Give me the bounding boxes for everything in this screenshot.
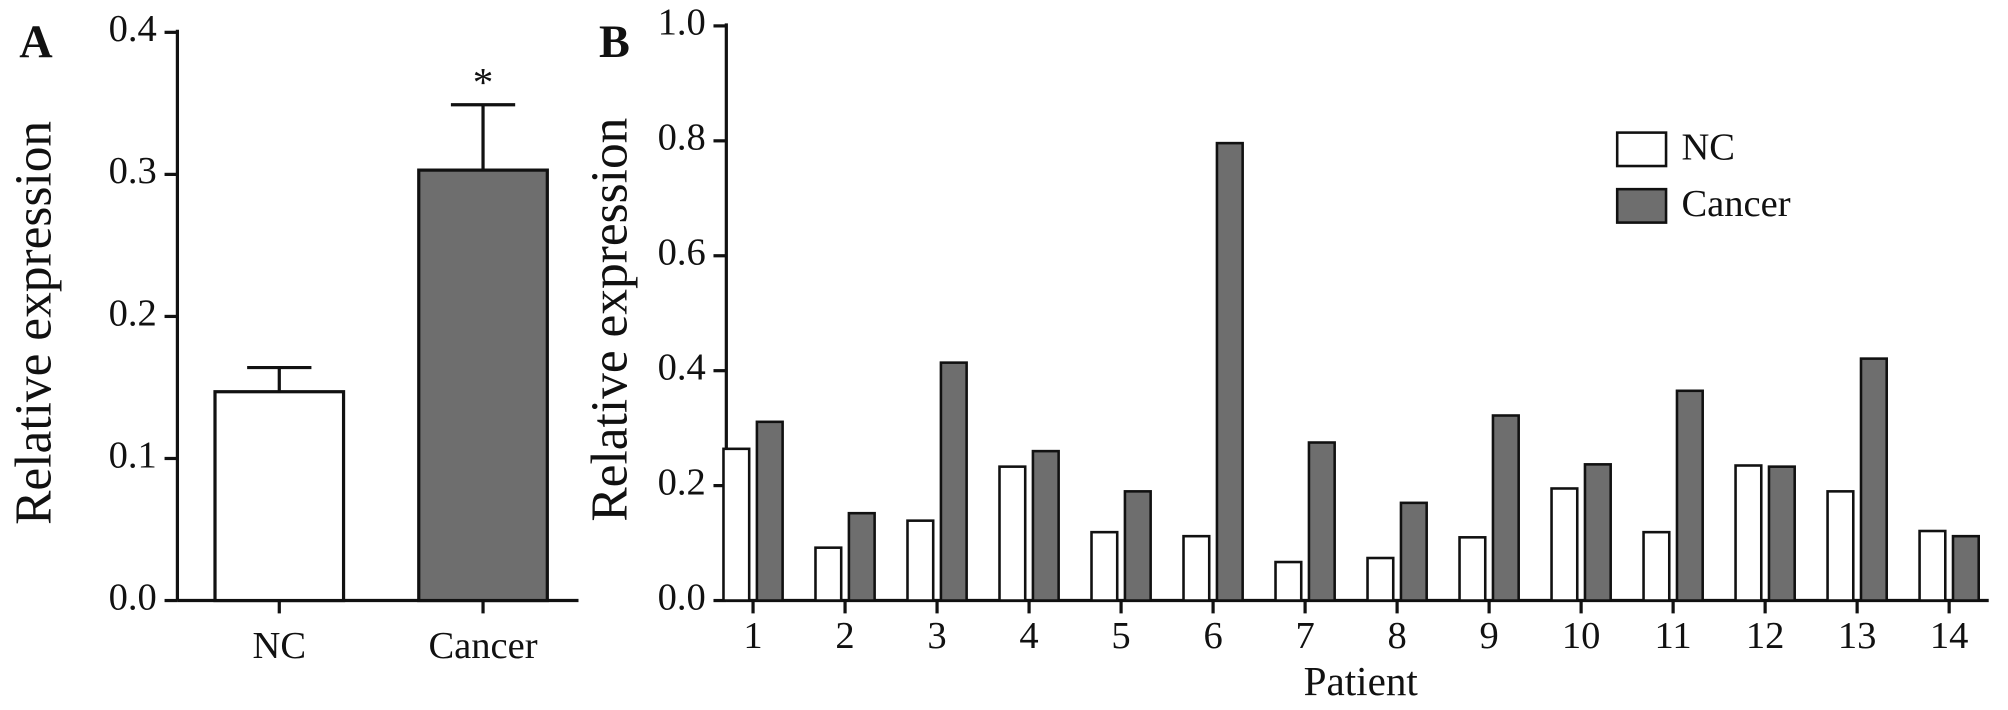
bar [755,420,784,602]
x-tick-label: 6 [1203,615,1222,657]
bar [1826,490,1855,602]
bar [1550,487,1579,602]
x-tick-label: 14 [1930,615,1969,657]
bar [1583,463,1612,602]
y-tick-label: 0.0 [109,576,157,618]
bar [1642,530,1671,602]
x-tick-label: 4 [1019,615,1038,657]
bar [722,447,751,602]
bar [1366,556,1395,602]
y-tick-label: 0.8 [658,117,706,159]
bar [1458,536,1487,602]
panel-label: B [599,17,630,68]
y-tick-label: 0.2 [109,292,157,334]
legend-swatch [1615,187,1668,224]
bar [939,361,968,602]
y-axis-label: Relative expression [581,118,638,522]
bar [1767,465,1796,602]
bar [1215,141,1244,602]
y-tick-label: 0.0 [658,576,706,618]
y-tick-label: 0.4 [658,347,706,389]
x-tick-label: 11 [1655,615,1692,657]
x-tick-label: NC [253,625,307,667]
x-tick-label: 7 [1295,615,1314,657]
x-tick-label: 9 [1479,615,1498,657]
bar [847,511,876,602]
bar [1734,464,1763,602]
bar [1918,529,1947,602]
bar [417,168,549,603]
annotation: * [473,59,494,105]
x-tick-label: 3 [927,615,946,657]
x-tick-label: 10 [1562,615,1601,657]
y-tick-label: 1.0 [658,2,706,44]
bar [1399,501,1428,602]
bar [906,519,935,602]
bar [1859,357,1888,602]
y-tick-label: 0.6 [658,232,706,274]
x-tick-label: 5 [1111,615,1130,657]
legend-swatch [1615,131,1668,168]
x-tick-label: 12 [1746,615,1785,657]
x-tick-label: 1 [743,615,762,657]
bar [1274,560,1303,602]
bar [1951,534,1980,602]
bar [1182,534,1211,602]
x-axis-label: Patient [1304,658,1419,704]
x-tick-label: 13 [1838,615,1877,657]
bar [1123,490,1152,602]
bar [213,390,346,603]
y-tick-label: 0.1 [109,434,157,476]
y-tick-label: 0.4 [109,8,157,50]
bar [1675,389,1704,602]
legend-label: Cancer [1681,183,1790,225]
panel-label: A [19,17,53,68]
bar [1491,414,1520,602]
bar [1031,449,1060,602]
bar [1307,441,1336,602]
bar [814,546,843,602]
bar [998,465,1027,602]
legend-label: NC [1681,126,1735,168]
bar [1090,530,1119,602]
x-tick-label: Cancer [428,625,537,667]
x-tick-label: 8 [1387,615,1406,657]
y-tick-label: 0.2 [658,461,706,503]
x-tick-label: 2 [835,615,854,657]
y-tick-label: 0.3 [109,150,157,192]
y-axis-label: Relative expression [5,121,62,525]
